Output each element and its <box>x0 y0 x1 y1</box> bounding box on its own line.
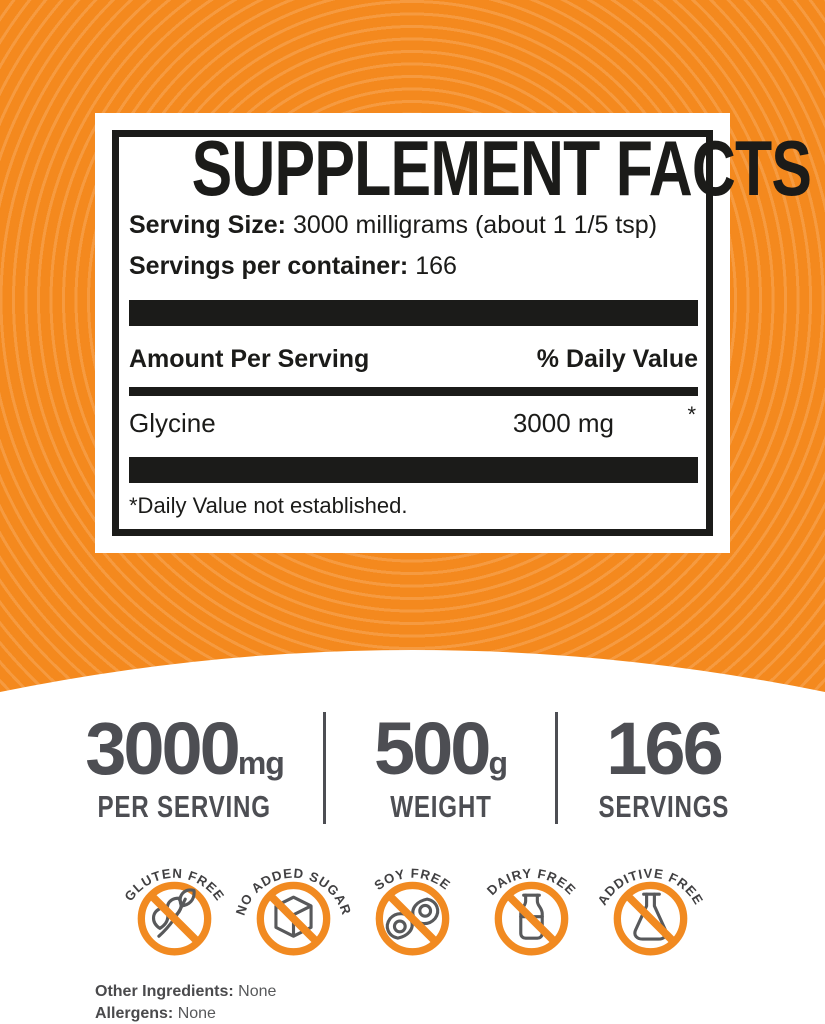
supplement-facts-panel: SUPPLEMENT FACTS Serving Size: 3000 mill… <box>95 113 812 553</box>
serving-size-line: Serving Size: 3000 milligrams (about 1 1… <box>129 211 698 240</box>
stat-label: SERVINGS <box>598 789 729 824</box>
ingredient-amount: 3000 mg <box>512 408 614 438</box>
badge-additive-free: ADDITIVE FREE <box>591 845 710 963</box>
footer-ingredients: Other Ingredients: None Allergens: None <box>95 981 276 1024</box>
slash-icon <box>624 892 677 945</box>
other-ingredients-line: Other Ingredients: None <box>95 981 276 1003</box>
daily-value-header: % Daily Value <box>536 345 698 373</box>
stat-number: 500 <box>373 707 491 790</box>
panel-title: SUPPLEMENT FACTS <box>191 124 812 212</box>
stat-per-serving: 3000mg PER SERVING <box>0 712 323 825</box>
slash-icon <box>267 892 320 945</box>
slash-icon <box>148 892 201 945</box>
supplement-facts-border-box: SUPPLEMENT FACTS Serving Size: 3000 mill… <box>112 124 812 536</box>
stat-weight: 500g WEIGHT <box>323 712 555 824</box>
slash-icon <box>386 892 439 945</box>
stat-value: 500g <box>374 712 508 786</box>
stat-label: PER SERVING <box>97 789 272 824</box>
slash-icon <box>505 892 558 945</box>
other-ingredients-value: None <box>238 983 277 1000</box>
allergens-value: None <box>177 1005 216 1022</box>
stat-label: WEIGHT <box>389 789 492 824</box>
other-ingredients-label: Other Ingredients: <box>95 983 234 1000</box>
daily-value-asterisk: * <box>687 402 696 427</box>
servings-per-container-label: Servings per container: <box>129 252 409 280</box>
thick-divider-bar <box>129 457 698 483</box>
thick-divider-bar <box>129 300 698 326</box>
free-of-badges-row: GLUTEN FREE NO ADDED SUGAR <box>0 845 825 963</box>
serving-size-value: 3000 milligrams (about 1 1/5 tsp) <box>292 211 658 239</box>
badge-no-added-sugar: NO ADDED SUGAR <box>234 845 353 963</box>
stat-servings: 166 SERVINGS <box>555 712 825 824</box>
badge-gluten-free: GLUTEN FREE <box>115 845 234 963</box>
stat-unit: g <box>488 745 508 781</box>
serving-size-label: Serving Size: <box>129 211 286 239</box>
ingredient-name: Glycine <box>129 408 216 438</box>
allergens-label: Allergens: <box>95 1005 174 1022</box>
stat-unit: mg <box>237 745 285 781</box>
stats-strip: 3000mg PER SERVING 500g WEIGHT 166 SERVI… <box>0 712 825 824</box>
thin-divider-bar <box>129 387 698 396</box>
servings-per-container-value: 166 <box>415 252 457 280</box>
daily-value-footnote: *Daily Value not established. <box>129 493 408 518</box>
badge-arc-label: NO ADDED SUGAR <box>234 866 353 918</box>
allergens-line: Allergens: None <box>95 1003 276 1024</box>
curved-divider <box>0 650 825 701</box>
servings-per-container-line: Servings per container: 166 <box>129 252 698 281</box>
svg-text:NO ADDED SUGAR: NO ADDED SUGAR <box>234 866 353 918</box>
stat-value: 3000mg <box>85 712 285 786</box>
badge-dairy-free: DAIRY FREE <box>472 845 591 963</box>
table-header-row: Amount Per Serving % Daily Value <box>129 345 698 374</box>
amount-per-serving-header: Amount Per Serving <box>129 345 370 373</box>
stat-number: 3000 <box>85 707 241 790</box>
stat-number: 166 <box>606 707 723 790</box>
badge-soy-free: SOY FREE <box>353 845 472 963</box>
table-row: Glycine 3000 mg * <box>129 402 698 439</box>
stat-value: 166 <box>606 712 723 786</box>
